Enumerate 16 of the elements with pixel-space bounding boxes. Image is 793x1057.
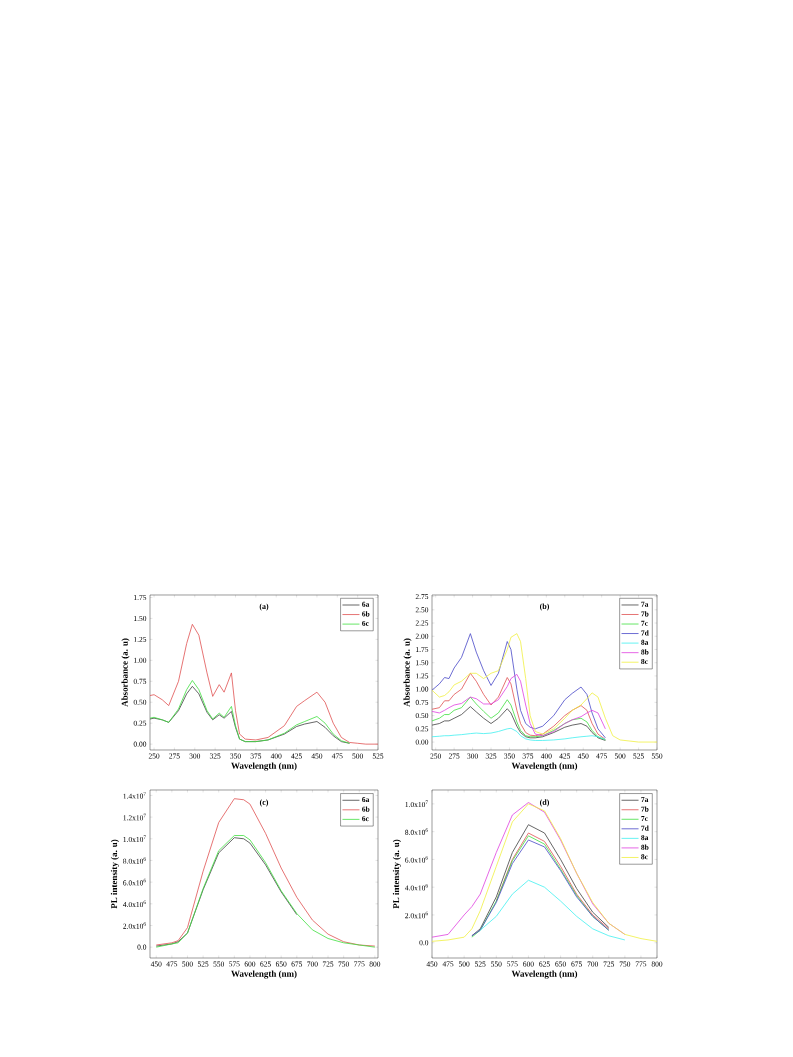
line-series (150, 623, 378, 745)
line-series (432, 706, 606, 741)
line-series (155, 835, 376, 948)
y-axis-title: Absorbance (a. u) (121, 638, 130, 707)
line-series (155, 798, 376, 947)
x-axis-title: Wavelength (nm) (511, 970, 578, 979)
x-axis-title: Wavelength (nm) (231, 762, 297, 771)
x-axis-title: Wavelength (nm) (511, 762, 578, 771)
y-axis-title: PL intensity (a. u) (110, 839, 119, 909)
x-axis-title: Wavelength (nm) (231, 970, 297, 979)
y-axis-title: PL intensity (a. u) (392, 839, 401, 909)
line-series (479, 879, 626, 941)
line-series (432, 727, 606, 741)
line-series (432, 696, 606, 741)
y-axis-title: Absorbance (a. u) (403, 638, 412, 707)
line-series (432, 633, 606, 739)
